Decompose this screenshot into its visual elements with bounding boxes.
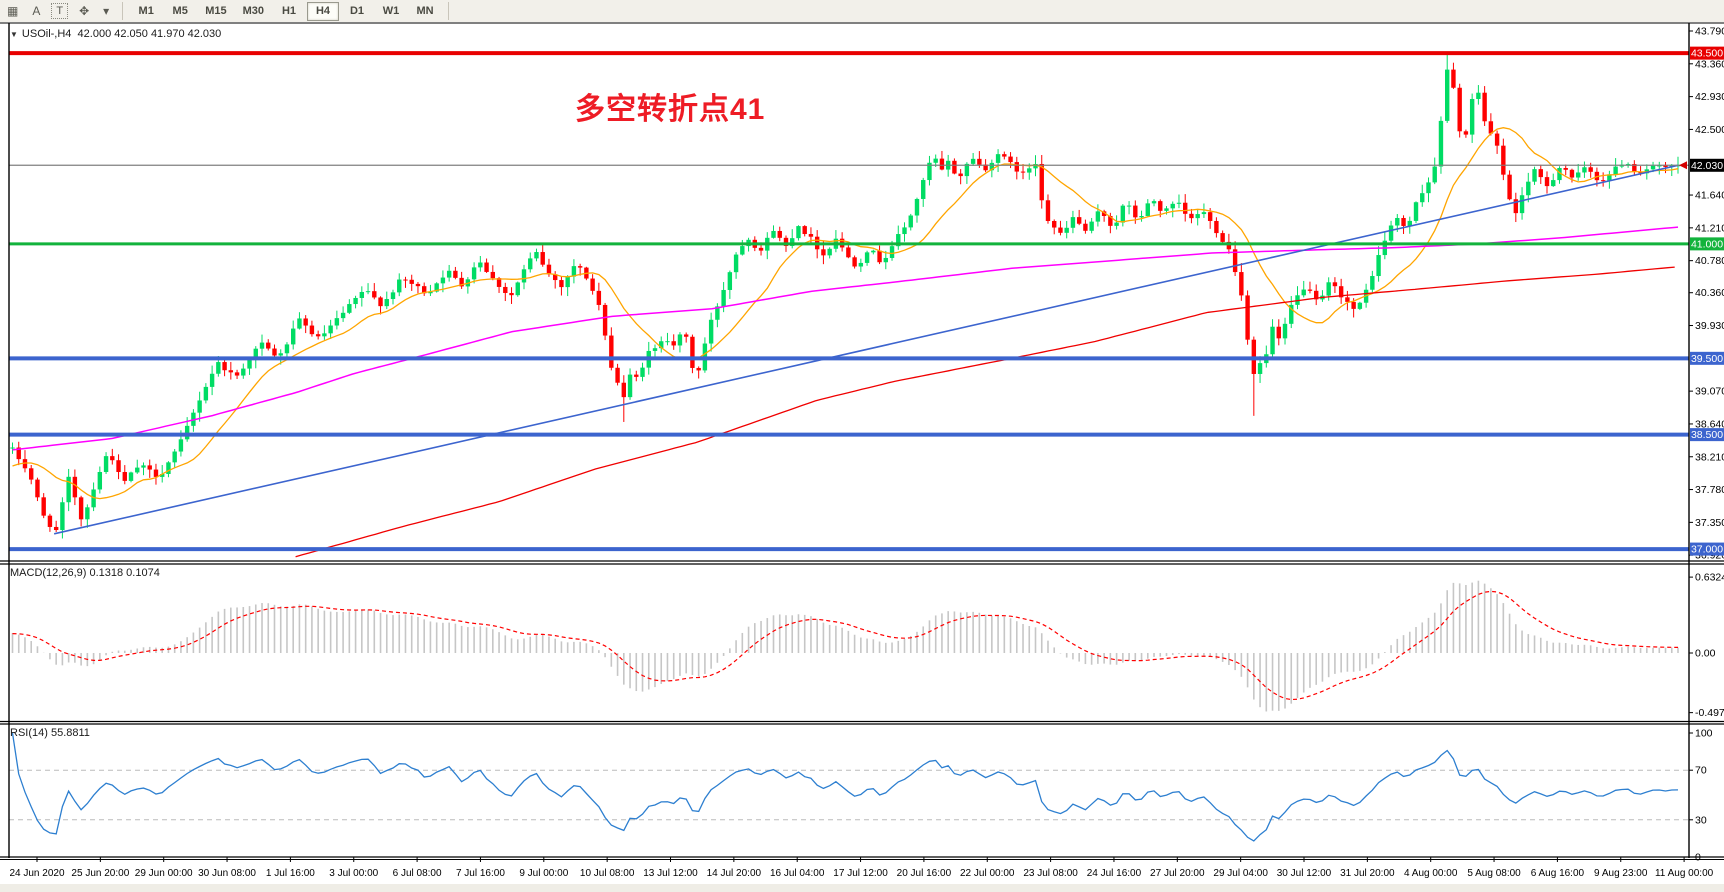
price-tick-label: 43.790 bbox=[1695, 26, 1724, 38]
price-badge-41.000 bbox=[1690, 237, 1724, 251]
price-badge-label: 41.000 bbox=[1691, 238, 1723, 250]
rsi-label: RSI(14) 55.8811 bbox=[10, 727, 90, 739]
toolbar-icons: ▦ A T ✥ ▾ bbox=[0, 2, 116, 20]
price-badge-label: 39.500 bbox=[1691, 353, 1723, 365]
price-badge-37.000 bbox=[1690, 542, 1724, 556]
cursor-arrows-icon[interactable]: ✥ bbox=[79, 4, 90, 18]
price-badge-label: 42.030 bbox=[1691, 160, 1723, 172]
price-tick-label: 37.780 bbox=[1695, 484, 1724, 496]
price-tick-label: 38.640 bbox=[1695, 418, 1724, 430]
bid-arrow-icon bbox=[1679, 161, 1687, 170]
time-axis-label: 29 Jul 04:00 bbox=[1213, 868, 1268, 879]
time-axis-label: 14 Jul 20:00 bbox=[707, 868, 762, 879]
price-badge-label: 43.500 bbox=[1691, 48, 1723, 60]
time-axis-label: 22 Jul 00:00 bbox=[960, 868, 1015, 879]
time-axis-label: 30 Jun 08:00 bbox=[198, 868, 256, 879]
timeframe-M1[interactable]: M1 bbox=[130, 2, 162, 21]
rsi-tick-label: 100 bbox=[1695, 728, 1713, 740]
price-badge-39.500 bbox=[1690, 351, 1724, 365]
timeframe-toolbar: M1 M5 M15 M30 H1 H4 D1 W1 MN bbox=[129, 1, 442, 21]
chart-area: 43.790 43.360 42.930 42.500 41.640 41.210 40.7… bbox=[0, 22, 1724, 892]
rsi-tick-label: 0 bbox=[1695, 852, 1701, 864]
timeframe-W1[interactable]: W1 bbox=[375, 2, 407, 21]
symbol-info: ▼ USOil-,H4 42.000 42.050 41.970 42.030 bbox=[10, 28, 221, 40]
rsi-line bbox=[11, 732, 1679, 842]
price-tick-label: 41.640 bbox=[1695, 190, 1724, 202]
price-tick-label: 39.070 bbox=[1695, 386, 1724, 398]
chart-annotation-text[interactable]: 多空转折点41 bbox=[575, 93, 766, 126]
price-badge-label: 37.000 bbox=[1691, 544, 1723, 556]
time-axis-label: 29 Jun 00:00 bbox=[135, 868, 193, 879]
chart-canvas[interactable]: 43.790 43.360 42.930 42.500 41.640 41.210 40.7… bbox=[0, 22, 1724, 892]
time-axis-label: 25 Jun 20:00 bbox=[71, 868, 129, 879]
timeframe-H4[interactable]: H4 bbox=[307, 1, 339, 21]
time-axis-label: 11 Aug 00:00 bbox=[1655, 868, 1714, 879]
time-axis-label: 9 Aug 23:00 bbox=[1594, 868, 1648, 879]
timeframe-M5[interactable]: M5 bbox=[164, 2, 196, 21]
red-ma-line bbox=[295, 266, 1675, 558]
annotate-letter-icon[interactable]: A bbox=[32, 4, 41, 18]
indicator-axes: 0.6324 0.00 -0.497 100 70 30 0 bbox=[1689, 572, 1724, 864]
time-axis-label: 7 Jul 16:00 bbox=[456, 868, 505, 879]
macd-tick-label: 0.6324 bbox=[1695, 572, 1724, 584]
time-axis-label: 13 Jul 12:00 bbox=[643, 868, 698, 879]
macd-tick-label: -0.497 bbox=[1695, 707, 1724, 719]
time-axis-label: 23 Jul 08:00 bbox=[1023, 868, 1078, 879]
time-axis: 24 Jun 2020 25 Jun 20:00 29 Jun 00:00 30 Ju… bbox=[9, 857, 1714, 879]
rsi-tick-label: 70 bbox=[1695, 765, 1707, 777]
time-axis-label: 31 Jul 20:00 bbox=[1340, 868, 1395, 879]
time-axis-label: 9 Jul 00:00 bbox=[519, 868, 568, 879]
window-bottom-strip bbox=[0, 884, 1724, 892]
time-axis-label: 4 Aug 00:00 bbox=[1404, 868, 1458, 879]
toolbar-separator-2 bbox=[448, 2, 449, 20]
time-axis-label: 6 Aug 16:00 bbox=[1531, 868, 1585, 879]
timeframe-MN[interactable]: MN bbox=[409, 2, 441, 21]
price-badge-42.030 bbox=[1690, 158, 1724, 172]
toolbar: ▦ A T ✥ ▾ M1 M5 M15 M30 H1 H4 D1 W1 MN bbox=[0, 0, 1724, 23]
price-axis: 43.790 43.360 42.930 42.500 41.640 41.210 40.7… bbox=[1689, 26, 1724, 562]
textbox-icon[interactable]: T bbox=[51, 3, 69, 19]
price-tick-label: 42.500 bbox=[1695, 124, 1724, 136]
price-tick-label: 39.930 bbox=[1695, 320, 1724, 332]
symbol-ohlc-text: USOil-,H4 42.000 42.050 41.970 42.030 bbox=[21, 28, 222, 40]
toolbar-separator bbox=[122, 2, 124, 20]
price-tick-label: 43.360 bbox=[1695, 58, 1724, 70]
time-axis-label: 30 Jul 12:00 bbox=[1277, 868, 1332, 879]
price-tick-label: 41.210 bbox=[1695, 222, 1724, 234]
macd-histogram bbox=[11, 580, 1679, 712]
price-tick-label: 37.350 bbox=[1695, 517, 1724, 529]
rsi-tick-label: 30 bbox=[1695, 814, 1707, 826]
time-axis-label: 17 Jul 12:00 bbox=[833, 868, 888, 879]
icon-dropdown-arrow[interactable]: ▾ bbox=[103, 4, 110, 18]
time-axis-label: 24 Jun 2020 bbox=[9, 868, 64, 879]
macd-tick-label: 0.00 bbox=[1695, 648, 1716, 660]
price-badge-43.500 bbox=[1690, 46, 1724, 60]
grid-properties-icon[interactable]: ▦ bbox=[7, 4, 19, 18]
macd-label: MACD(12,26,9) 0.1318 0.1074 bbox=[10, 567, 160, 579]
time-axis-label: 27 Jul 20:00 bbox=[1150, 868, 1205, 879]
candles-group bbox=[10, 53, 1681, 539]
price-badge-38.500 bbox=[1690, 428, 1724, 442]
time-axis-label: 20 Jul 16:00 bbox=[897, 868, 952, 879]
price-tick-label: 40.780 bbox=[1695, 255, 1724, 267]
price-tick-label: 40.360 bbox=[1695, 287, 1724, 299]
time-axis-label: 10 Jul 08:00 bbox=[580, 868, 635, 879]
timeframe-M30[interactable]: M30 bbox=[236, 2, 271, 21]
price-tick-label: 38.210 bbox=[1695, 451, 1724, 463]
trendline[interactable] bbox=[53, 164, 1679, 535]
time-axis-label: 1 Jul 16:00 bbox=[266, 868, 315, 879]
timeframe-D1[interactable]: D1 bbox=[341, 2, 373, 21]
price-tick-label: 42.930 bbox=[1695, 91, 1724, 103]
magenta-ma-line bbox=[12, 226, 1679, 451]
time-axis-label: 3 Jul 00:00 bbox=[329, 868, 378, 879]
collapse-arrow-icon[interactable]: ▼ bbox=[10, 30, 18, 39]
timeframe-H1[interactable]: H1 bbox=[273, 2, 305, 21]
time-axis-label: 24 Jul 16:00 bbox=[1087, 868, 1142, 879]
time-axis-label: 5 Aug 08:00 bbox=[1467, 868, 1521, 879]
price-badge-label: 38.500 bbox=[1691, 429, 1723, 441]
timeframe-M15[interactable]: M15 bbox=[198, 2, 233, 21]
time-axis-label: 16 Jul 04:00 bbox=[770, 868, 825, 879]
time-axis-label: 6 Jul 08:00 bbox=[393, 868, 442, 879]
